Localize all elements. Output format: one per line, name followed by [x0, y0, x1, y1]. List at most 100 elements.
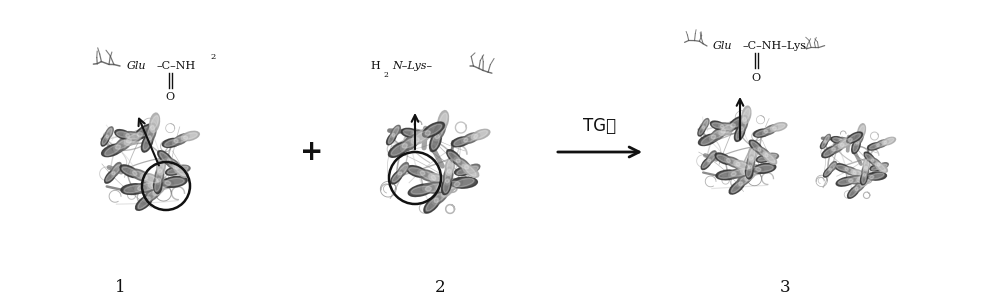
Ellipse shape [151, 181, 171, 188]
Ellipse shape [438, 111, 448, 131]
Ellipse shape [867, 172, 886, 180]
Ellipse shape [165, 158, 181, 170]
Ellipse shape [448, 152, 460, 163]
Ellipse shape [462, 164, 479, 177]
Ellipse shape [764, 127, 776, 133]
Ellipse shape [858, 124, 865, 138]
Ellipse shape [765, 154, 775, 163]
Ellipse shape [158, 160, 164, 173]
Ellipse shape [165, 139, 178, 147]
Ellipse shape [828, 161, 836, 172]
Ellipse shape [859, 126, 865, 136]
Ellipse shape [845, 168, 856, 174]
Text: 3: 3 [780, 279, 790, 296]
Ellipse shape [833, 138, 843, 142]
Ellipse shape [701, 119, 709, 130]
Text: Glu: Glu [127, 61, 146, 71]
Ellipse shape [167, 168, 180, 174]
Ellipse shape [138, 183, 157, 191]
Ellipse shape [829, 163, 836, 171]
Ellipse shape [102, 135, 108, 144]
Ellipse shape [753, 163, 776, 173]
Text: O: O [751, 73, 761, 83]
Ellipse shape [474, 130, 488, 139]
Ellipse shape [183, 133, 197, 139]
Ellipse shape [838, 136, 854, 148]
Ellipse shape [434, 190, 447, 202]
Ellipse shape [422, 182, 449, 193]
Ellipse shape [864, 152, 875, 163]
Ellipse shape [409, 168, 425, 175]
Ellipse shape [766, 154, 777, 159]
Ellipse shape [391, 125, 400, 138]
Ellipse shape [875, 140, 888, 148]
Ellipse shape [173, 164, 188, 178]
Ellipse shape [402, 138, 419, 148]
Ellipse shape [734, 125, 745, 141]
Ellipse shape [167, 159, 178, 169]
Ellipse shape [433, 122, 446, 141]
Ellipse shape [143, 136, 151, 150]
Ellipse shape [413, 132, 427, 138]
Ellipse shape [836, 177, 855, 186]
Ellipse shape [702, 120, 708, 129]
Ellipse shape [729, 116, 747, 130]
Ellipse shape [411, 130, 429, 140]
Ellipse shape [729, 167, 751, 178]
Ellipse shape [698, 134, 718, 146]
Ellipse shape [756, 165, 773, 171]
Ellipse shape [397, 163, 409, 177]
Ellipse shape [105, 170, 116, 183]
Ellipse shape [721, 124, 735, 133]
Ellipse shape [863, 166, 868, 176]
Ellipse shape [388, 133, 395, 144]
Ellipse shape [853, 141, 859, 152]
Ellipse shape [424, 196, 441, 213]
Ellipse shape [854, 132, 863, 146]
Ellipse shape [859, 175, 874, 181]
Ellipse shape [824, 148, 835, 156]
Ellipse shape [455, 168, 471, 175]
Ellipse shape [105, 145, 121, 156]
Ellipse shape [755, 130, 768, 136]
Ellipse shape [764, 153, 778, 160]
Ellipse shape [840, 138, 852, 147]
Text: N–Lys–: N–Lys– [392, 61, 432, 71]
Ellipse shape [719, 171, 736, 178]
Ellipse shape [736, 127, 743, 140]
Ellipse shape [406, 166, 427, 177]
Ellipse shape [849, 187, 858, 197]
Ellipse shape [462, 133, 480, 144]
Ellipse shape [758, 147, 768, 157]
Ellipse shape [701, 135, 716, 145]
Ellipse shape [425, 184, 446, 192]
Ellipse shape [116, 139, 131, 149]
Ellipse shape [117, 131, 130, 137]
Ellipse shape [712, 123, 724, 128]
Ellipse shape [854, 180, 866, 192]
Ellipse shape [840, 139, 850, 143]
Ellipse shape [143, 175, 158, 183]
Ellipse shape [715, 153, 732, 164]
Ellipse shape [403, 130, 417, 136]
Ellipse shape [154, 181, 167, 192]
Ellipse shape [701, 157, 712, 170]
Ellipse shape [772, 124, 785, 130]
Ellipse shape [763, 152, 777, 164]
Ellipse shape [439, 113, 447, 128]
Ellipse shape [847, 132, 862, 143]
Ellipse shape [418, 170, 438, 181]
Ellipse shape [414, 131, 430, 142]
Ellipse shape [432, 134, 439, 149]
Ellipse shape [709, 127, 727, 141]
Ellipse shape [155, 178, 161, 192]
Ellipse shape [138, 197, 150, 209]
Ellipse shape [442, 181, 456, 194]
Ellipse shape [860, 172, 868, 185]
Ellipse shape [150, 113, 160, 133]
Ellipse shape [848, 186, 860, 198]
Ellipse shape [756, 155, 771, 162]
Text: –C–NH: –C–NH [157, 61, 196, 71]
Ellipse shape [423, 122, 444, 137]
Ellipse shape [135, 124, 156, 139]
